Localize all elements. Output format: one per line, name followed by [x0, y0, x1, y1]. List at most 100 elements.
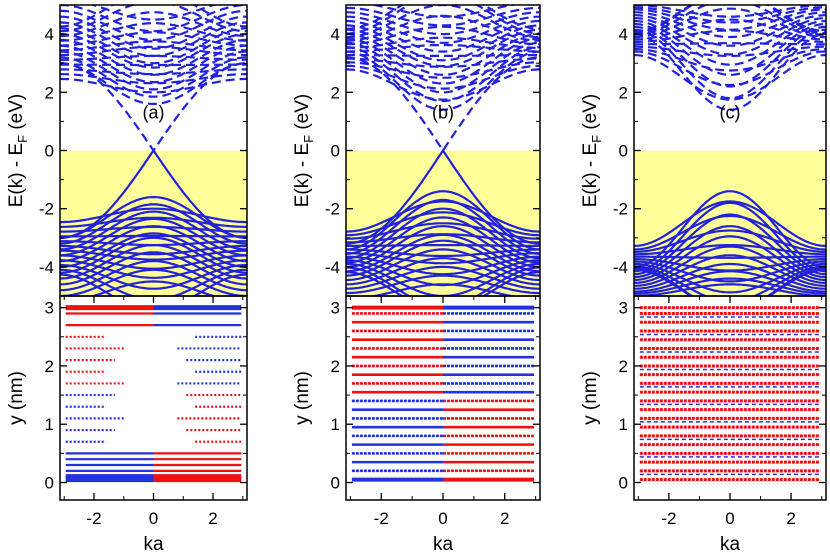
band-line — [346, 265, 540, 290]
y-tick-label: 0 — [45, 142, 54, 161]
y-axis-title-main: E(k) - E — [580, 143, 601, 207]
y-tick-label: -4 — [325, 258, 340, 277]
band-line — [634, 54, 826, 101]
state-markers — [639, 306, 821, 482]
y-tick-label: -4 — [613, 258, 628, 277]
y-tick-label: 0 — [331, 142, 340, 161]
y-axis-title: E(k) - EF (eV) — [580, 94, 604, 208]
y-tick-label: 3 — [619, 299, 628, 318]
band-line — [346, 68, 540, 101]
band-line — [634, 29, 826, 43]
y-tick-label: -2 — [613, 200, 628, 219]
band-line — [634, 283, 826, 296]
band-lines — [346, 5, 540, 296]
band-line — [60, 50, 247, 91]
y-tick-label: 4 — [619, 25, 628, 44]
band-line — [634, 244, 826, 256]
band-line — [60, 5, 247, 33]
x-tick-label: -2 — [661, 509, 676, 528]
band-line — [634, 5, 826, 33]
band-lines — [60, 5, 247, 296]
y-axis-title: y (nm) — [292, 371, 313, 425]
band-line — [634, 45, 826, 57]
y-axis-title-unit: (eV) — [292, 94, 313, 135]
band-line — [634, 48, 826, 72]
band-line — [346, 43, 540, 53]
band-line — [60, 249, 247, 261]
x-tick-label: 2 — [786, 509, 795, 528]
band-line — [634, 190, 826, 268]
band-line — [346, 5, 540, 39]
band-line — [89, 280, 218, 296]
band-line — [634, 7, 826, 39]
band-line — [346, 200, 540, 233]
y-axis-title-sub: F — [589, 135, 604, 143]
band-line — [346, 5, 540, 30]
dirac-band-line — [60, 62, 247, 153]
y-tick-label: 2 — [331, 357, 340, 376]
band-line — [346, 57, 540, 68]
band-line — [634, 266, 826, 296]
y-tick-label: 1 — [619, 415, 628, 434]
band-line — [60, 217, 247, 257]
y-tick-label: 3 — [45, 299, 54, 318]
band-line — [346, 222, 540, 240]
y-tick-label: 2 — [45, 357, 54, 376]
y-tick-label: -4 — [39, 258, 54, 277]
band-line — [634, 6, 826, 24]
band-line — [60, 31, 247, 47]
y-tick-label: 1 — [45, 415, 54, 434]
x-tick-label: 0 — [438, 509, 447, 528]
band-line — [60, 44, 247, 84]
band-line — [346, 262, 540, 296]
x-tick-label: -2 — [86, 509, 101, 528]
band-structure-panel-1: 4 2 0 -2 -4 (a) E(k) - EF (eV) — [6, 4, 248, 297]
band-line — [60, 73, 247, 85]
y-axis-title-sub: F — [301, 135, 316, 143]
band-line — [634, 5, 826, 36]
band-line — [60, 54, 247, 61]
band-line — [634, 50, 826, 87]
band-line — [60, 259, 247, 279]
y-axis-title-sub: F — [15, 135, 30, 143]
band-line — [346, 54, 540, 57]
x-tick-label: 2 — [500, 509, 509, 528]
band-line — [634, 262, 826, 290]
band-line — [346, 255, 540, 276]
band-line — [634, 22, 826, 76]
band-line — [346, 25, 540, 46]
band-line — [634, 5, 826, 18]
band-line — [60, 263, 247, 290]
state-markers — [351, 305, 535, 482]
band-line — [346, 271, 540, 296]
x-tick-label: 2 — [208, 509, 217, 528]
band-line — [346, 252, 540, 265]
y-axis-title-main: E(k) - E — [6, 143, 27, 207]
band-line — [60, 268, 247, 296]
y-axis-title-unit: (eV) — [580, 94, 601, 135]
band-line — [634, 25, 826, 88]
y-tick-label: 1 — [331, 415, 340, 434]
y-tick-label: 4 — [331, 25, 340, 44]
band-line — [60, 273, 247, 296]
band-line — [60, 11, 247, 38]
x-axis-title: ka — [433, 534, 454, 555]
band-line — [60, 207, 247, 224]
band-line — [634, 200, 826, 247]
x-tick-label: -2 — [374, 509, 389, 528]
spatial-distribution-panel-1: 0 1 2 3 -2 0 2 ka y (nm) — [6, 295, 248, 555]
band-lines — [634, 5, 826, 296]
x-tick-label: 0 — [725, 509, 734, 528]
band-line — [346, 64, 540, 90]
band-line — [60, 203, 247, 245]
band-line — [60, 77, 247, 94]
y-axis-title: E(k) - EF (eV) — [292, 94, 316, 208]
band-line — [346, 5, 540, 35]
y-axis-title: E(k) - EF (eV) — [6, 94, 30, 208]
band-line — [634, 268, 826, 296]
band-line — [60, 56, 247, 98]
band-line — [346, 211, 540, 237]
y-tick-label: 0 — [331, 474, 340, 493]
y-tick-label: 2 — [331, 83, 340, 102]
